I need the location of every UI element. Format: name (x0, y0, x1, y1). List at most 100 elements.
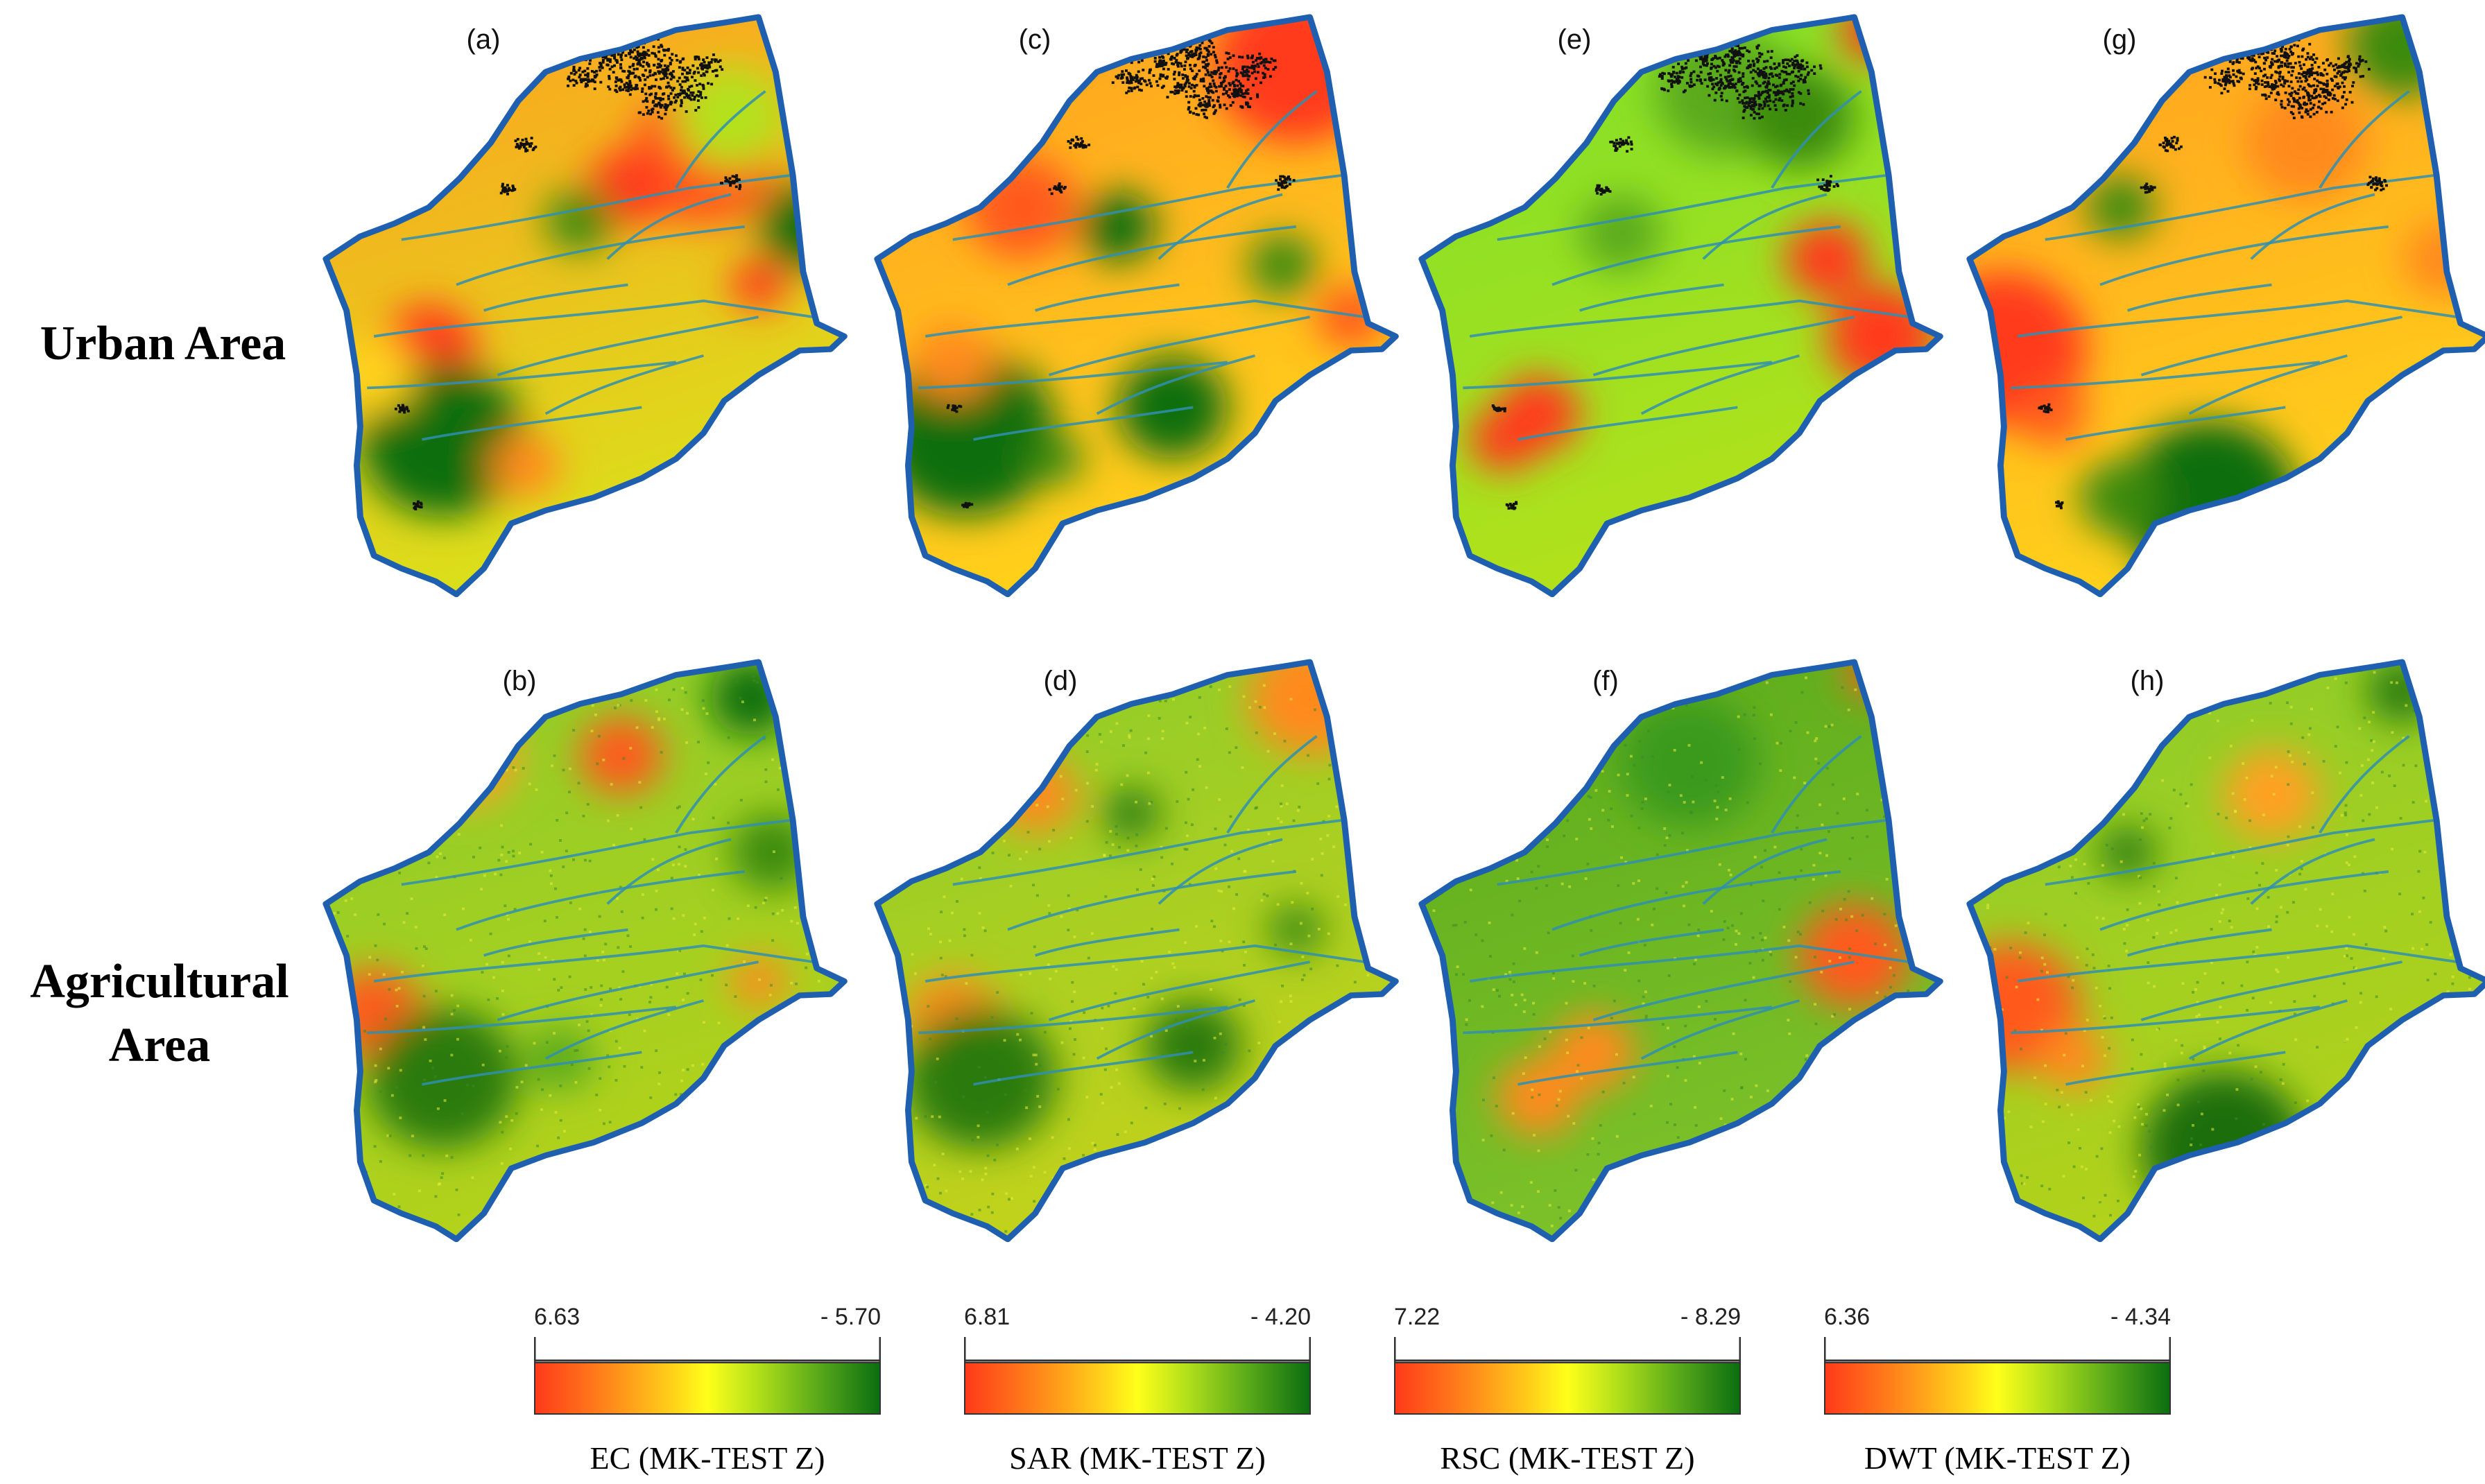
map-panel-e (1418, 14, 1943, 598)
stream-line (2250, 838, 2375, 905)
map-surface (1969, 662, 2485, 1240)
stream-line (2011, 361, 2321, 390)
trend-spot (1744, 65, 1855, 169)
stream-line (1592, 960, 1855, 1021)
region-boundary (1966, 659, 2485, 1243)
stream-line (1469, 944, 1910, 983)
stream-line (1579, 283, 1724, 312)
stream-line (1158, 193, 1283, 260)
stream-line (1497, 818, 1889, 886)
map-base-fill (325, 17, 845, 595)
legend-rsc-colorbar (1394, 1362, 1741, 1415)
map-surface (877, 662, 1396, 1240)
legend-sar-min: 6.81 (964, 1304, 1011, 1330)
map-base-fill (877, 662, 1396, 1240)
trend-spot (676, 65, 786, 169)
stream-line (952, 173, 1345, 241)
stream-line (2045, 173, 2437, 241)
panel-label-e: (e) (1557, 24, 1592, 55)
trend-spot (332, 336, 415, 414)
stream-line (973, 406, 1194, 441)
stream-line (2011, 1006, 2321, 1035)
legend-dwt-max: - 4.34 (2110, 1304, 2171, 1330)
legend-dwt-ticks (1824, 1337, 2171, 1362)
urban-builtup (1491, 37, 1839, 510)
trend-spot (1621, 697, 1758, 827)
panel-label-a: (a) (466, 24, 501, 55)
stream-line (497, 960, 759, 1021)
map-surface (325, 662, 845, 1240)
stream-line (1497, 173, 1889, 241)
trend-spot (877, 349, 1056, 517)
trend-spot (904, 1007, 1056, 1149)
map-panel-h (1966, 659, 2485, 1243)
region-boundary (1966, 14, 2485, 598)
stream-line (1158, 838, 1283, 905)
stream-line (1579, 928, 1724, 957)
panel-label-f: (f) (1592, 666, 1619, 696)
legend-sar-max: - 4.20 (1250, 1304, 1311, 1330)
urban-builtup (946, 35, 1296, 509)
trend-spot (580, 716, 662, 795)
map-panel-d (874, 659, 1399, 1243)
stream-line (1702, 193, 1828, 260)
map-panel-b (323, 659, 848, 1243)
trend-spot (367, 1007, 519, 1149)
stream-line (1007, 225, 1297, 286)
stream-line (2045, 818, 2437, 886)
stream-line (2319, 735, 2410, 834)
stream-line (1771, 735, 1862, 834)
stream-line (675, 90, 766, 189)
trend-spot (2079, 458, 2162, 537)
stream-line (952, 818, 1345, 886)
stream-line (1463, 1006, 1773, 1035)
stream-line (1517, 406, 1738, 441)
stream-line (544, 354, 704, 415)
trend-spot (1145, 1000, 1241, 1092)
stream-line (2099, 225, 2389, 286)
legend-ec-ticks (534, 1337, 881, 1362)
stream-line (1517, 1051, 1738, 1086)
stream-line (973, 1051, 1194, 1086)
stream-line (2140, 316, 2403, 377)
stream-line (1463, 361, 1773, 390)
stream-line (925, 944, 1366, 983)
map-panel-a (323, 14, 848, 598)
stream-line (401, 173, 793, 241)
stream-line (483, 283, 628, 312)
legend-dwt-title: DWT (MK-TEST Z) (1864, 1440, 2131, 1476)
map-surface (877, 17, 1396, 595)
stream-line (2188, 354, 2348, 415)
stream-line (1226, 735, 1318, 834)
map-panel-f (1418, 659, 1943, 1243)
stream-line (1226, 90, 1318, 189)
legend-ec-max: - 5.70 (820, 1304, 881, 1330)
stream-line (367, 361, 677, 390)
trend-spot (731, 259, 786, 311)
panel-label-h: (h) (2130, 666, 2165, 696)
stream-line (2188, 999, 2348, 1060)
trend-spot (1785, 220, 1868, 298)
trend-spot (2224, 749, 2320, 840)
legend-rsc-ticks (1394, 1337, 1741, 1362)
trend-spot (1248, 662, 1372, 756)
map-panel-c (874, 14, 1399, 598)
trend-spot (758, 181, 845, 273)
panel-label-d: (d) (1043, 666, 1078, 696)
stream-line (1592, 316, 1855, 377)
trend-spot (1552, 1013, 1635, 1092)
trend-spot (1117, 355, 1228, 459)
map-panel-g (1966, 14, 2485, 598)
trend-spot (1269, 904, 1324, 956)
trend-spot (525, 1026, 594, 1092)
legend-dwt-colorbar (1824, 1362, 2171, 1415)
row-label-urban-text: Urban Area (40, 317, 286, 370)
legend-sar: 6.81 - 4.20 SAR (MK-TEST Z) (964, 1304, 1311, 1484)
stream-line (1034, 928, 1180, 957)
stream-line (1640, 354, 1800, 415)
trend-spot (1840, 17, 1909, 62)
urban-builtup (2038, 37, 2389, 510)
stream-line (1048, 960, 1311, 1021)
stream-line (456, 870, 746, 931)
legend-dwt: 6.36 - 4.34 DWT (MK-TEST Z) (1824, 1304, 2171, 1484)
